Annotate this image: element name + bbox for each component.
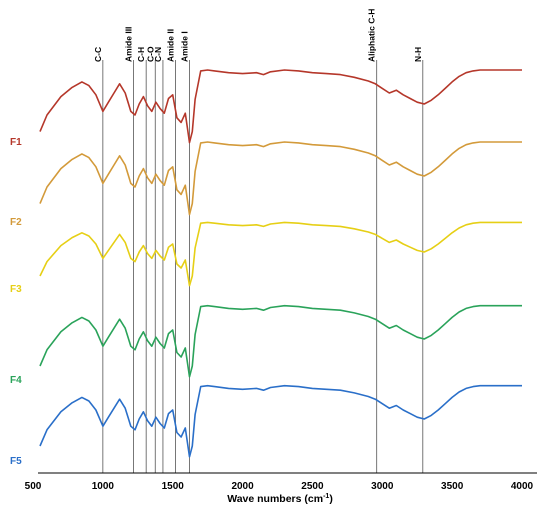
marker-label-6: Amide I [179,31,189,62]
marker-label-2: C-H [136,47,146,62]
x-tick-label-7: 4000 [511,481,534,492]
x-tick-label-2: 1500 [162,481,185,492]
x-tick-label-5: 3000 [371,481,394,492]
series-label-f2: F2 [10,217,22,228]
x-tick-label-1: 1000 [92,481,115,492]
x-axis-label-sup: -1 [323,493,329,500]
marker-label-0: C-C [93,47,103,62]
series-line-f4 [39,304,522,378]
marker-label-3: C-O [145,46,155,62]
series-line-f2 [39,141,522,216]
x-tick-label-6: 3500 [441,481,464,492]
series-line-f5 [39,384,522,458]
series-label-f4: F4 [10,375,22,386]
marker-label-1: Amide III [124,27,134,62]
x-tick-label-4: 2500 [301,481,324,492]
marker-label-7: Aliphatic C-H [367,9,377,62]
x-tick-label-0: 500 [25,481,42,492]
series-label-f3: F3 [10,284,22,295]
series-line-f1 [39,69,522,144]
x-axis-ticks: 500 1000 1500 2000 2500 3000 3500 4000 [25,481,534,492]
x-tick-label-3: 2000 [231,481,254,492]
marker-label-5: Amide II [166,29,176,62]
x-axis-label-close: ) [329,493,333,505]
x-axis-label-main: Wave numbers (cm [227,493,323,505]
marker-label-4: C-N [153,47,163,62]
series-label-f5: F5 [10,456,22,467]
vertical-markers: C-C Amide III C-H C-OC-N Amide II Amide I Alip… [93,9,424,473]
series-line-f3 [39,221,522,287]
series-lines [39,69,522,458]
marker-label-8: N-H [413,47,423,62]
series-label-f1: F1 [10,137,22,148]
series-labels: F1 F2 F3 F4 F5 [10,137,22,467]
x-axis-label: Wave numbers (cm-1) [227,493,333,505]
